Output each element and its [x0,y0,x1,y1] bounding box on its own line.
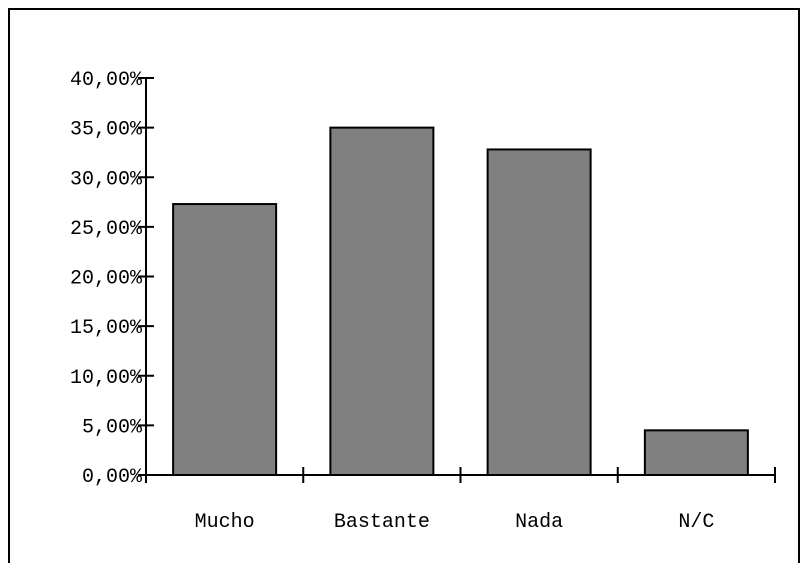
category-label: N/C [678,511,714,534]
category-label: Bastante [334,511,430,534]
axes-group [138,78,775,483]
y-tick-label: 15,00% [70,317,143,340]
y-tick-label: 10,00% [70,367,143,390]
y-tick-label: 35,00% [70,119,143,142]
category-labels-group: Mucho Bastante Nada N/C [195,511,715,534]
x-ticks-group [302,467,776,483]
category-label: Nada [515,511,563,534]
y-tick-label: 30,00% [70,168,143,191]
bar-mucho [172,203,278,477]
y-tick-label: 0,00% [82,466,143,489]
bar-n-c [643,429,749,476]
y-ticks-group: 0,00% 5,00% 10,00% 15,00% 20,00% 25,00% 30,00%… [70,69,154,489]
y-tick-label: 20,00% [70,268,143,291]
bars-group [172,126,749,477]
y-tick-label: 5,00% [82,416,143,439]
category-label: Mucho [195,511,255,534]
bar-nada [486,148,592,477]
y-tick-label: 25,00% [70,218,143,241]
y-tick-label: 40,00% [70,69,143,92]
bar-bastante [329,126,435,476]
